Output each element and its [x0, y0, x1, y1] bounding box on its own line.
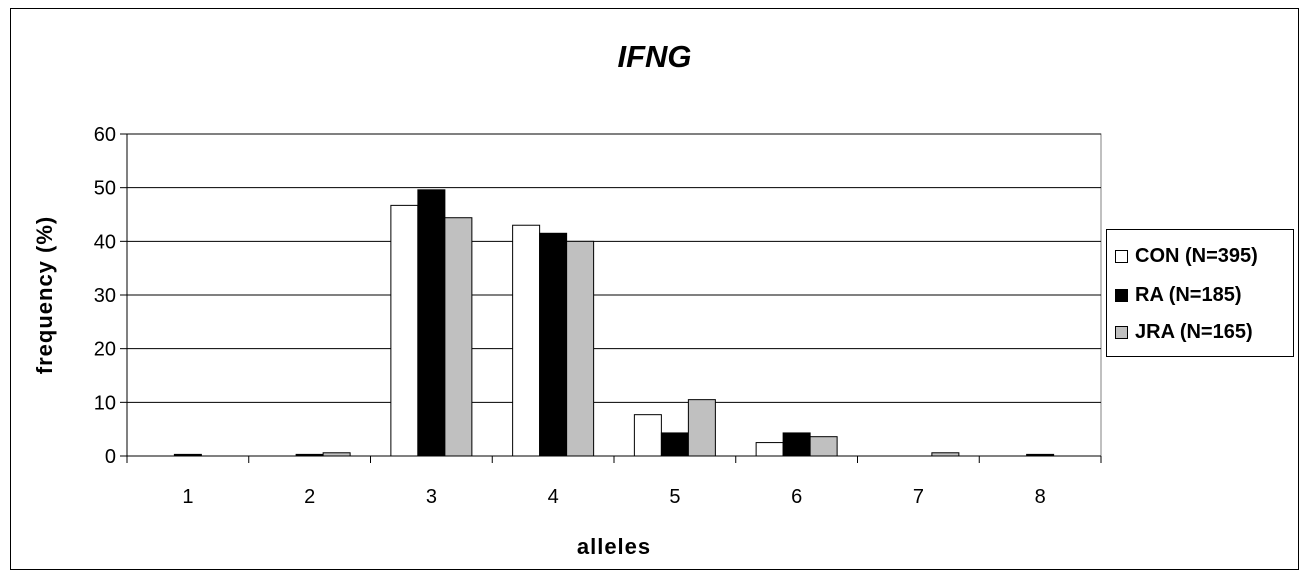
x-tick-label: 4 — [548, 486, 559, 508]
legend-label-ra: RA (N=185) — [1135, 283, 1242, 306]
y-tick-label: 30 — [94, 285, 116, 307]
bar-jra-5 — [687, 399, 716, 457]
legend-item-ra: RA (N=185) — [1115, 281, 1242, 309]
y-tick-label: 60 — [94, 124, 116, 146]
x-tick-labels: 1 2 3 4 5 6 7 8 — [182, 486, 1045, 508]
bar-jra-4 — [566, 240, 595, 457]
bar-jra-3 — [444, 217, 473, 457]
bar-con-3 — [390, 204, 419, 457]
y-tick-label: 0 — [105, 446, 116, 468]
x-tick-label: 8 — [1035, 486, 1046, 508]
y-tick-labels: 0 10 20 30 40 50 60 — [94, 124, 116, 468]
bar-con-6 — [755, 442, 784, 457]
legend-label-con: CON (N=395) — [1135, 244, 1258, 267]
axes — [120, 133, 1102, 463]
x-tick-label: 7 — [913, 486, 924, 508]
bar-con-5 — [633, 414, 662, 457]
bars — [173, 189, 1055, 457]
y-tick-label: 20 — [94, 339, 116, 361]
legend-item-con: CON (N=395) — [1115, 242, 1258, 270]
legend-swatch-con — [1115, 249, 1128, 263]
y-tick-label: 10 — [94, 392, 116, 414]
chart-title: IFNG — [617, 39, 692, 74]
legend: CON (N=395) RA (N=185) JRA (N=165) — [1106, 229, 1294, 357]
legend-label-jra: JRA (N=165) — [1135, 320, 1253, 343]
bar-ra-4 — [539, 232, 568, 457]
bar-ra-6 — [782, 432, 811, 457]
x-tick-label: 6 — [791, 486, 802, 508]
x-tick-label: 2 — [304, 486, 315, 508]
legend-swatch-jra — [1115, 325, 1128, 339]
bar-ra-5 — [660, 432, 689, 457]
legend-swatch-ra — [1115, 288, 1128, 302]
x-tick-label: 5 — [669, 486, 680, 508]
x-tick-label: 3 — [426, 486, 437, 508]
bar-jra-6 — [809, 436, 838, 457]
y-axis-label: frequency (%) — [32, 216, 57, 374]
gridlines — [127, 133, 1101, 403]
y-tick-label: 50 — [94, 178, 116, 200]
x-tick-label: 1 — [182, 486, 193, 508]
bar-con-4 — [512, 224, 541, 457]
x-axis-label: alleles — [577, 534, 651, 559]
y-tick-label: 40 — [94, 231, 116, 253]
bar-ra-3 — [417, 189, 446, 457]
legend-item-jra: JRA (N=165) — [1115, 318, 1253, 346]
